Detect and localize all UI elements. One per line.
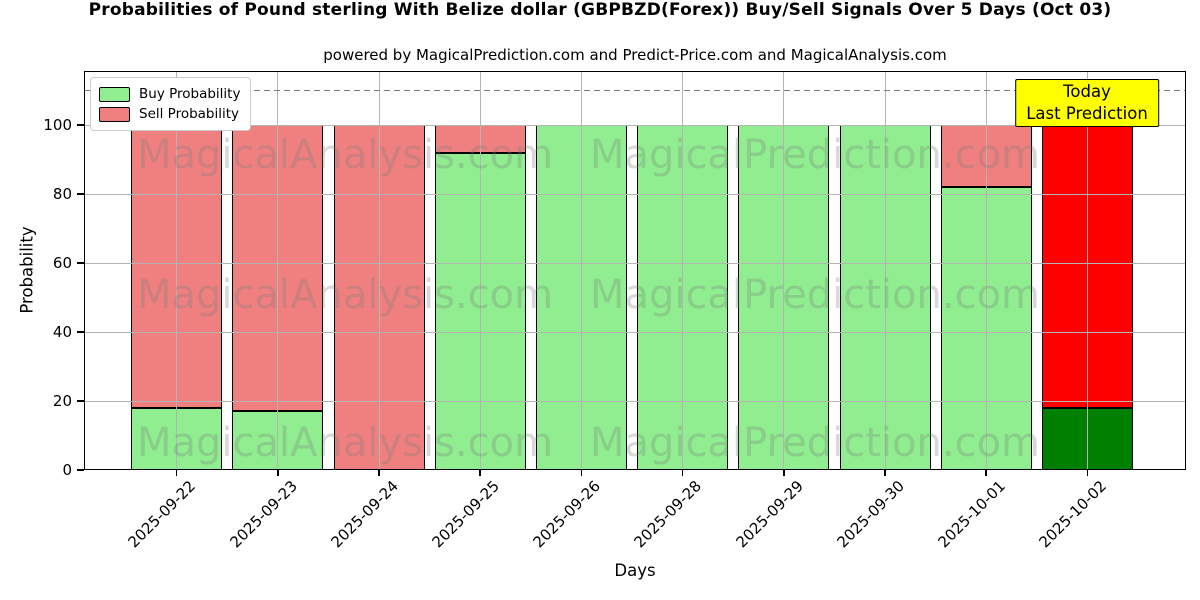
- gridline-h: [84, 193, 1186, 195]
- gridline-v: [277, 71, 279, 470]
- gridline-v: [1086, 71, 1088, 470]
- today-annotation-line2: Last Prediction: [1026, 103, 1148, 123]
- y-tick: [77, 193, 84, 195]
- x-tick: [378, 470, 380, 476]
- legend: Buy Probability Sell Probability: [90, 77, 252, 131]
- chart-subtitle: powered by MagicalPrediction.com and Pre…: [323, 46, 947, 64]
- x-tick: [985, 470, 987, 476]
- buy-swatch-icon: [99, 86, 130, 102]
- chart-title: Probabilities of Pound sterling With Bel…: [88, 0, 1112, 20]
- x-tick: [783, 470, 785, 476]
- y-tick: [77, 262, 84, 264]
- y-tick-label: 80: [52, 185, 72, 204]
- gridline-h: [84, 331, 1186, 333]
- x-tick: [884, 470, 886, 476]
- x-tick: [479, 470, 481, 476]
- y-tick-label: 0: [62, 461, 72, 479]
- x-tick: [580, 470, 583, 476]
- gridline-v: [479, 71, 481, 470]
- x-tick-label: 2025-10-02: [877, 476, 1110, 551]
- legend-item-sell: Sell Probability: [99, 104, 240, 124]
- gridline-h: [84, 124, 1186, 126]
- x-tick: [681, 470, 684, 476]
- gridline-v: [682, 71, 684, 470]
- plot-area: Buy Probability Sell Probability Today L…: [43, 71, 1186, 551]
- legend-item-buy: Buy Probability: [99, 84, 240, 104]
- gridline-v: [176, 71, 178, 470]
- y-tick-label: 40: [52, 323, 72, 342]
- today-annotation-line1: Today: [1063, 82, 1111, 101]
- y-tick: [77, 331, 84, 333]
- gridline-h: [84, 400, 1186, 402]
- gridline-v: [884, 71, 886, 470]
- y-tick: [77, 400, 84, 402]
- x-tick: [1086, 470, 1089, 476]
- y-tick-label: 20: [52, 392, 72, 411]
- x-tick: [277, 470, 279, 476]
- sell-swatch-icon: [99, 106, 130, 122]
- today-annotation: Today Last Prediction: [1015, 79, 1159, 127]
- y-tick: [77, 124, 84, 126]
- x-axis-label: Days: [614, 561, 656, 580]
- threshold-dashed-line: [84, 89, 1186, 92]
- gridline-v: [580, 71, 582, 470]
- gridline-v: [378, 71, 380, 470]
- y-tick-label: 100: [43, 116, 72, 135]
- legend-label-buy: Buy Probability: [139, 86, 241, 102]
- y-tick-label: 60: [52, 254, 72, 273]
- gridline-v: [985, 71, 987, 470]
- gridline-v: [783, 71, 785, 470]
- y-tick: [77, 469, 84, 471]
- legend-label-sell: Sell Probability: [139, 106, 240, 122]
- x-tick-label-text: 2025-10-02: [1035, 477, 1111, 552]
- gridline-h: [84, 262, 1186, 264]
- x-tick: [175, 470, 178, 476]
